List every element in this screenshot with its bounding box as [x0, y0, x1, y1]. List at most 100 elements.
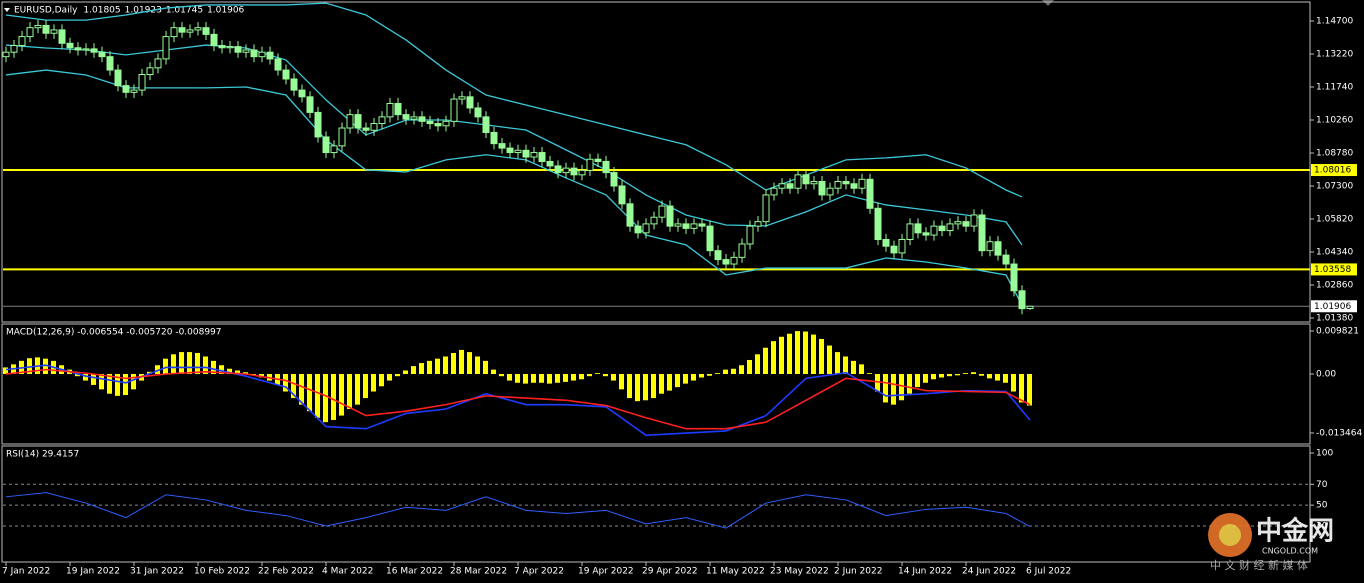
- macd-bar: [515, 373, 520, 383]
- macd-bar: [1003, 373, 1008, 383]
- macd-bar: [307, 373, 312, 412]
- candle-body: [138, 74, 146, 91]
- x-tick-label: 14 Jun 2022: [898, 567, 952, 577]
- candle-body: [450, 98, 458, 122]
- candle-body: [162, 36, 170, 60]
- macd-bar: [523, 373, 528, 384]
- macd-bar: [107, 373, 112, 394]
- candle-body: [626, 203, 634, 227]
- panel-border: [1, 445, 1311, 563]
- ohlc-value: 1.01805: [83, 6, 120, 16]
- candle-body: [650, 216, 658, 225]
- candle-body: [226, 46, 234, 49]
- logo-inner: [1219, 524, 1241, 546]
- macd-bar: [235, 370, 240, 374]
- candle-body: [930, 225, 938, 236]
- x-tick-label: 23 May 2022: [770, 567, 829, 577]
- candle-body: [234, 46, 242, 53]
- macd-bar: [563, 373, 568, 382]
- candle-body: [122, 85, 130, 93]
- macd-bar: [691, 373, 696, 381]
- macd-bar: [347, 373, 352, 410]
- macd-bar: [451, 352, 456, 374]
- candle-body: [362, 127, 370, 131]
- macd-bar: [651, 373, 656, 399]
- candle-body: [202, 27, 210, 35]
- candle-body: [882, 239, 890, 247]
- candle-body: [2, 51, 10, 58]
- y-tick-label: 1.01380: [1316, 313, 1353, 323]
- y-tick-label: 1.02860: [1316, 280, 1353, 290]
- candle-body: [546, 160, 554, 167]
- candle-body: [938, 225, 946, 232]
- candle-body: [458, 96, 466, 100]
- candle-body: [698, 223, 706, 227]
- macd-bar: [387, 373, 392, 381]
- y-tick-label: -0.013464: [1316, 428, 1362, 438]
- macd-bar: [179, 352, 184, 374]
- candle-body: [410, 116, 418, 120]
- candle-body: [466, 96, 474, 109]
- x-tick-label: 24 Jun 2022: [962, 567, 1016, 577]
- candle-body: [42, 24, 50, 34]
- macd-bar: [579, 373, 584, 380]
- candle-body: [922, 232, 930, 236]
- candle-body: [986, 241, 994, 252]
- macd-bar: [699, 373, 704, 378]
- macd-bar: [979, 373, 984, 376]
- candle-body: [98, 51, 106, 58]
- macd-bar: [675, 373, 680, 388]
- candle-body: [610, 172, 618, 187]
- macd-bar: [683, 373, 688, 384]
- x-tick-label: 10 Feb 2022: [194, 567, 250, 577]
- x-tick-label: 2 Jun 2022: [834, 567, 882, 577]
- candle-body: [682, 223, 690, 229]
- macd-bar: [43, 358, 48, 374]
- candle-body: [154, 58, 162, 69]
- candle-body: [802, 174, 810, 185]
- macd-bar: [195, 352, 200, 374]
- candle-body: [386, 102, 394, 118]
- candle-body: [658, 205, 666, 218]
- candle-body: [770, 187, 778, 196]
- x-tick-label: 19 Jan 2022: [66, 567, 120, 577]
- candle-body: [874, 207, 882, 241]
- watermark: 中金网 CNGOLD.COM 中 文 财 经 新 媒 体: [1208, 513, 1334, 572]
- macd-bar: [619, 373, 624, 390]
- macd-bar: [539, 373, 544, 383]
- macd-bar: [187, 352, 192, 374]
- macd-bar: [339, 373, 344, 416]
- macd-bar: [219, 365, 224, 374]
- x-tick-label: 19 Apr 2022: [578, 567, 634, 577]
- candle-body: [26, 27, 34, 38]
- macd-bar: [1027, 373, 1032, 406]
- macd-bar: [371, 373, 376, 392]
- candle-body: [498, 143, 506, 149]
- macd-bar: [315, 373, 320, 418]
- macd-bar: [875, 373, 880, 392]
- macd-line: [5, 368, 1031, 430]
- macd-bar: [571, 373, 576, 381]
- candle-body: [514, 149, 522, 154]
- macd-bar: [419, 363, 424, 374]
- candle-body: [338, 127, 346, 147]
- macd-bar: [547, 373, 552, 384]
- candle-body: [730, 256, 738, 265]
- macd-bar: [795, 331, 800, 374]
- candle-body: [18, 36, 26, 47]
- candle-body: [786, 183, 794, 189]
- macd-bar: [27, 358, 32, 374]
- macd-bar: [587, 373, 592, 377]
- rsi-line: [5, 492, 1031, 529]
- candle-body: [914, 223, 922, 234]
- candle-body: [258, 51, 266, 58]
- macd-bar: [939, 373, 944, 378]
- candle-body: [34, 24, 42, 29]
- macd-bar: [859, 364, 864, 374]
- macd-bar: [643, 373, 648, 401]
- y-tick-label: 1.11740: [1316, 82, 1353, 92]
- candle-body: [378, 116, 386, 125]
- candle-body: [58, 29, 66, 44]
- candle-body: [890, 245, 898, 254]
- macd-bar: [811, 334, 816, 374]
